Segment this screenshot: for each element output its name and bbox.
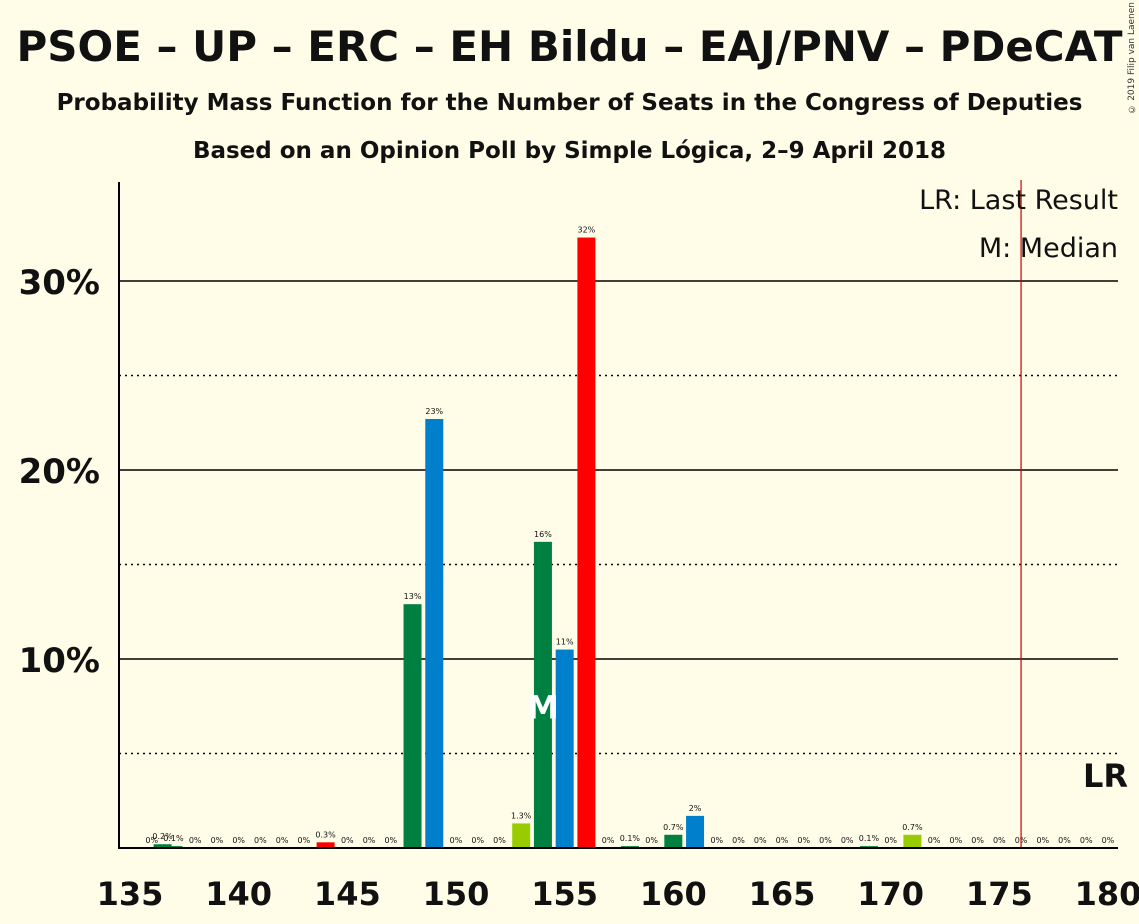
bar-value-label: 0% (797, 836, 810, 845)
bar (425, 418, 444, 848)
x-tick-label: 180 (1075, 875, 1139, 913)
bar (403, 604, 422, 848)
x-tick-label: 170 (857, 875, 924, 913)
bar-value-label: 0% (145, 836, 158, 845)
bar-value-label: 0% (1080, 836, 1093, 845)
chart-title: PSOE – UP – ERC – EH Bildu – EAJ/PNV – P… (16, 22, 1123, 71)
bar-value-label: 32% (578, 226, 596, 235)
bar-value-label: 0.7% (902, 823, 923, 832)
bar-value-label: 23% (425, 407, 443, 416)
bar-value-label: 0% (645, 836, 658, 845)
chart-subtitle: Probability Mass Function for the Number… (56, 90, 1083, 116)
x-tick-label: 140 (205, 875, 272, 913)
bar (153, 844, 172, 848)
bar (577, 237, 596, 848)
y-tick-label: 30% (19, 263, 100, 303)
legend-last-result: LR: Last Result (919, 185, 1118, 216)
bar-value-label: 0.7% (663, 823, 684, 832)
bar-value-label: 0% (450, 836, 463, 845)
bar-value-label: 0% (254, 836, 267, 845)
bar (555, 649, 574, 848)
bar-value-label: 0% (819, 836, 832, 845)
x-tick-label: 135 (97, 875, 164, 913)
y-tick-label: 20% (19, 452, 100, 492)
bar-value-label: 11% (556, 638, 574, 647)
bar (686, 815, 705, 848)
bar-value-label: 0% (341, 836, 354, 845)
bar-value-label: 0.1% (620, 834, 641, 843)
bar-value-label: 0% (493, 836, 506, 845)
bar (316, 842, 335, 848)
y-tick-label: 10% (19, 641, 100, 681)
bar-value-label: 0% (384, 836, 397, 845)
bar-value-label: 0.1% (859, 834, 880, 843)
bar-value-label: 0% (710, 836, 723, 845)
bar-value-label: 0% (602, 836, 615, 845)
bar-value-label: 0% (276, 836, 289, 845)
bar-value-label: 0% (211, 836, 224, 845)
bar (533, 541, 552, 848)
bar-value-label: 0% (950, 836, 963, 845)
bar-value-label: 0% (971, 836, 984, 845)
bar-value-label: 1.3% (511, 811, 532, 820)
bar-value-label: 0.1% (163, 834, 184, 843)
bar (903, 834, 922, 848)
x-tick-label: 165 (749, 875, 816, 913)
bar-value-label: 2% (689, 804, 702, 813)
bar-value-label: 0% (232, 836, 245, 845)
bar-value-label: 0% (993, 836, 1006, 845)
bar-value-label: 0% (776, 836, 789, 845)
x-tick-label: 155 (531, 875, 598, 913)
bar-value-label: 0% (928, 836, 941, 845)
x-tick-label: 150 (423, 875, 490, 913)
bar (664, 834, 683, 848)
bar-value-label: 0% (841, 836, 854, 845)
bar-value-label: 0.3% (315, 830, 336, 839)
median-marker: M (527, 688, 559, 726)
legend-median: M: Median (979, 233, 1118, 264)
bar (512, 823, 531, 848)
bar-value-label: 0% (189, 836, 202, 845)
x-tick-label: 145 (314, 875, 381, 913)
chart-source: Based on an Opinion Poll by Simple Lógic… (192, 138, 947, 164)
bar-value-label: 13% (404, 592, 422, 601)
bar-value-label: 0% (1058, 836, 1071, 845)
bar-value-label: 0% (1036, 836, 1049, 845)
bar-value-label: 16% (534, 530, 552, 539)
x-tick-label: 175 (966, 875, 1033, 913)
bar-value-label: 0% (754, 836, 767, 845)
bar-value-label: 0% (298, 836, 311, 845)
bar-value-label: 0.2% (152, 832, 173, 841)
lr-marker: LR (1083, 757, 1128, 795)
bar-value-label: 0% (471, 836, 484, 845)
bar-value-label: 0% (1102, 836, 1115, 845)
bar-value-label: 0% (732, 836, 745, 845)
x-tick-label: 160 (640, 875, 707, 913)
bar-value-label: 0% (363, 836, 376, 845)
bar-value-label: 0% (884, 836, 897, 845)
